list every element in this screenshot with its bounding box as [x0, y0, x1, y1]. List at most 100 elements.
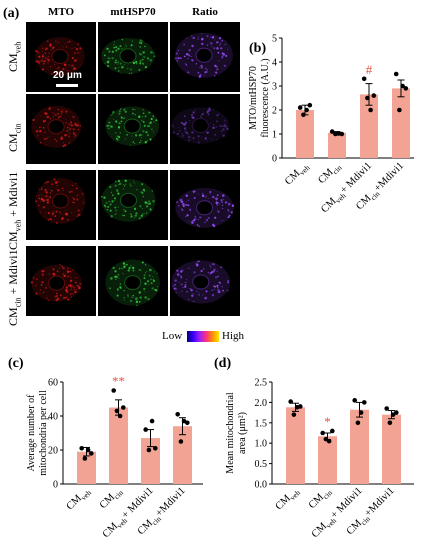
data-point-d-4 — [387, 420, 393, 426]
y-tick-label-b: 1 — [272, 130, 277, 141]
data-point-c-3 — [143, 427, 148, 432]
data-point-b-1 — [304, 107, 309, 113]
y-tick-label-c: 20 — [48, 446, 58, 457]
micrograph-mthsp70-row-3 — [98, 170, 168, 240]
y-axis-label-c: mitochondria per cell — [38, 390, 49, 476]
x-tick-label-d-2: CMcin — [307, 485, 334, 512]
data-point-d-4 — [394, 410, 399, 415]
data-point-c-4 — [175, 412, 180, 417]
data-point-b-2 — [329, 129, 335, 134]
y-tick-label-d: 2.5 — [255, 378, 268, 389]
bar-b-4 — [392, 88, 410, 158]
data-point-b-3 — [361, 76, 367, 82]
bar-c-1 — [77, 451, 96, 484]
y-tick-label-c: 0 — [53, 480, 58, 491]
data-point-b-1 — [301, 112, 306, 118]
data-point-b-3 — [371, 93, 377, 98]
data-point-d-2 — [330, 428, 335, 434]
micrograph-mto-row-1 — [26, 22, 96, 92]
panel-c-letter: (c) — [8, 356, 24, 371]
micrograph-mthsp70-row-2 — [98, 94, 168, 164]
y-tick-label-d: 1.5 — [255, 418, 268, 429]
x-tick-label-d-1: CMveh — [274, 485, 303, 514]
data-point-c-2 — [114, 408, 120, 414]
y-tick-label-c: 60 — [48, 378, 58, 389]
y-tick-label-c: 40 — [48, 412, 58, 423]
x-tick-label-c-1: CMveh — [65, 485, 94, 514]
micrograph-mthsp70-row-4 — [98, 246, 168, 316]
data-point-c-1 — [89, 451, 94, 456]
y-tick-label-d: 0.5 — [255, 459, 268, 470]
bar-c-2 — [109, 407, 128, 484]
data-point-b-4 — [400, 83, 405, 89]
colorbar — [187, 331, 219, 342]
colorbar-low-label: Low — [162, 330, 183, 342]
data-point-c-3 — [149, 418, 155, 424]
data-point-b-4 — [393, 71, 399, 77]
data-point-d-3 — [362, 400, 367, 405]
data-point-d-3 — [352, 398, 358, 403]
bar-c-4 — [173, 426, 192, 484]
column-header-ratio: Ratio — [192, 6, 218, 18]
bar-d-4 — [382, 414, 401, 484]
data-point-d-1 — [288, 399, 294, 404]
y-tick-label-b: 5 — [272, 34, 277, 45]
data-point-c-4 — [185, 420, 190, 426]
y-axis-label-c: Average number of — [26, 394, 37, 472]
column-header-mthsp70: mtHSP70 — [110, 6, 156, 18]
column-header-mto: MTO — [47, 6, 75, 18]
micrograph-mto-row-2 — [26, 94, 96, 164]
data-point-c-3 — [153, 446, 158, 451]
panel-b-letter: (b) — [249, 41, 267, 56]
data-point-c-1 — [79, 446, 84, 451]
y-axis-label-d: Mean mitochondrial — [225, 392, 236, 474]
y-tick-label-d: 0.0 — [255, 480, 268, 491]
micrograph-mto-row-4 — [26, 246, 96, 316]
y-tick-label-b: 3 — [272, 82, 277, 93]
data-point-d-2 — [320, 430, 326, 436]
bar-d-1 — [286, 407, 305, 484]
micrograph-ratio-row-1 — [170, 22, 240, 92]
data-point-b-2 — [339, 131, 345, 137]
scale-bar — [56, 84, 78, 87]
data-point-c-3 — [146, 447, 152, 453]
scale-bar-label: 20 μm — [53, 70, 82, 81]
panel-a-letter: (a) — [3, 6, 20, 21]
bar-b-1 — [296, 110, 314, 158]
data-point-b-4 — [403, 86, 409, 91]
data-point-d-1 — [298, 404, 303, 409]
bar-b-2 — [328, 132, 346, 158]
data-point-b-1 — [297, 105, 303, 110]
data-point-c-4 — [178, 439, 184, 444]
micrograph-mto-row-3 — [26, 170, 96, 240]
data-point-d-4 — [384, 406, 390, 411]
data-point-b-3 — [365, 95, 370, 101]
bar-b-3 — [360, 94, 378, 158]
data-point-b-4 — [397, 107, 402, 113]
significance-mark-d: * — [324, 414, 331, 429]
x-tick-label-b-1: CMveh — [283, 160, 312, 189]
data-point-b-1 — [307, 102, 313, 108]
micrograph-mthsp70-row-1 — [98, 22, 168, 92]
data-point-c-2 — [121, 405, 126, 410]
x-tick-label-c-2: CMcin — [98, 485, 125, 512]
data-point-c-2 — [111, 388, 116, 393]
significance-mark-b: # — [366, 62, 373, 77]
y-tick-label-b: 0 — [272, 154, 277, 165]
y-tick-label-b: 4 — [272, 58, 277, 69]
significance-mark-c: ** — [112, 374, 125, 389]
bar-d-3 — [350, 409, 369, 484]
y-axis-label-b: MTO/mtHSP70 — [248, 66, 259, 130]
micrograph-ratio-row-3 — [170, 170, 240, 240]
panel-d-letter: (d) — [214, 356, 232, 371]
bar-d-2 — [318, 436, 337, 484]
y-tick-label-b: 2 — [272, 106, 277, 117]
y-axis-label-b: fluorescence (A.U.) — [260, 58, 271, 137]
data-point-c-1 — [82, 456, 88, 461]
micrograph-ratio-row-2 — [170, 94, 240, 164]
y-axis-label-d: area (μm²) — [237, 412, 248, 454]
data-point-d-1 — [291, 412, 297, 417]
data-point-d-3 — [358, 410, 364, 415]
x-tick-label-b-2: CMcin — [316, 160, 343, 187]
data-point-d-2 — [326, 438, 332, 444]
